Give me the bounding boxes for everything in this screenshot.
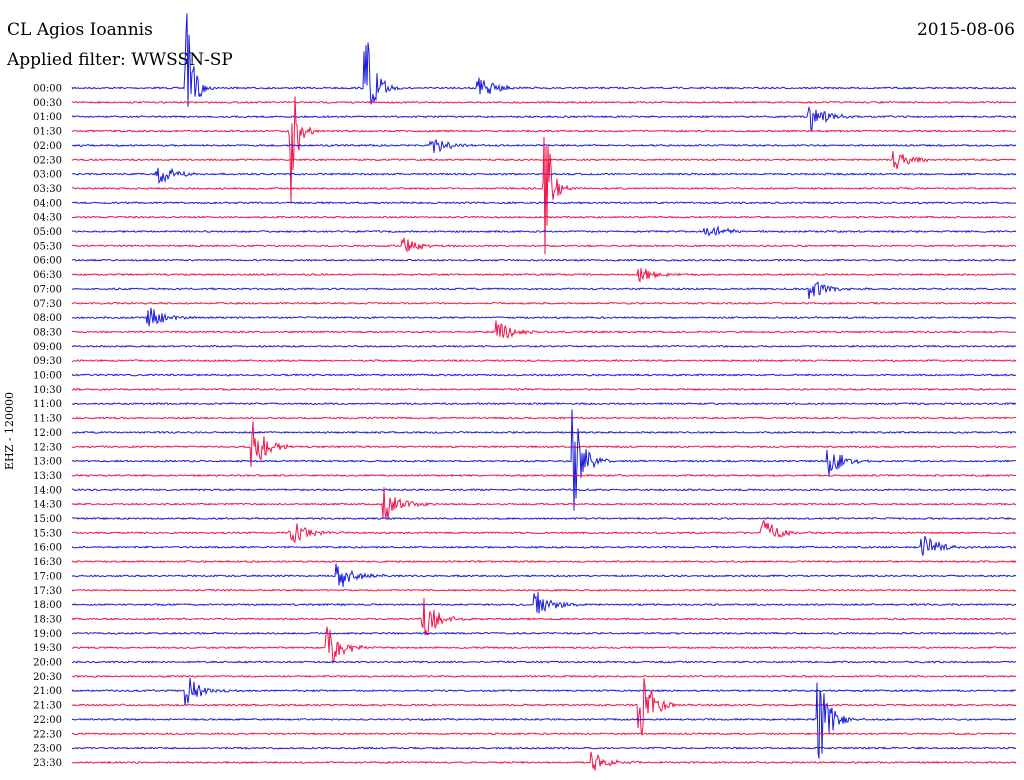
row-time-label: 03:30	[33, 184, 62, 195]
station-title: CL Agios Ioannis	[7, 20, 153, 40]
trace-line	[71, 516, 1017, 521]
row-time-label: 06:30	[33, 270, 62, 281]
row-time-label: 09:00	[33, 342, 62, 353]
trace-line	[72, 320, 1017, 339]
trace-line	[71, 105, 1017, 132]
row-time-label: 11:00	[33, 399, 62, 410]
trace-line	[71, 373, 1017, 377]
trace-line	[71, 682, 1017, 759]
trace-line	[71, 746, 1017, 750]
trace-line	[71, 732, 1017, 736]
row-time-label: 18:30	[33, 614, 62, 625]
row-time-label: 23:00	[33, 744, 62, 755]
row-time-label: 02:00	[33, 141, 62, 152]
trace-line	[71, 267, 1017, 283]
trace-line	[71, 588, 1017, 592]
row-time-label: 10:00	[33, 371, 62, 382]
row-time-label: 07:30	[33, 299, 62, 310]
row-time-label: 17:00	[33, 571, 62, 582]
trace-line	[71, 473, 1017, 478]
row-time-label: 06:00	[33, 256, 62, 267]
trace-line	[71, 237, 1017, 253]
trace-line	[71, 751, 1017, 771]
row-time-label: 04:30	[33, 213, 62, 224]
trace-line	[71, 626, 1017, 664]
row-time-label: 12:30	[33, 442, 62, 453]
row-time-label: 19:30	[33, 643, 62, 654]
row-time-label: 09:30	[33, 356, 62, 367]
row-time-label: 20:00	[33, 658, 62, 669]
trace-line	[71, 631, 1017, 635]
date-label: 2015-08-06	[916, 20, 1015, 40]
row-time-label: 22:30	[33, 729, 62, 740]
trace-line	[71, 488, 1017, 492]
row-time-label: 01:00	[33, 112, 62, 123]
row-time-label: 12:00	[33, 428, 62, 439]
trace-line	[71, 215, 1017, 219]
row-time-label: 17:30	[33, 586, 62, 597]
trace-line	[71, 674, 1017, 678]
trace-line	[71, 677, 1017, 736]
trace-line	[71, 225, 1017, 237]
trace-line	[71, 307, 1017, 327]
row-time-label: 11:30	[33, 414, 62, 425]
row-time-label: 04:00	[33, 198, 62, 209]
trace-line	[71, 487, 1016, 520]
row-time-label: 16:00	[33, 543, 62, 554]
row-time-label: 22:00	[33, 715, 62, 726]
trace-line	[71, 430, 1017, 435]
trace-line	[71, 280, 1017, 300]
trace-line	[71, 301, 1017, 305]
trace-line	[71, 409, 1017, 511]
trace-line	[71, 100, 1017, 104]
row-time-label: 15:30	[33, 528, 62, 539]
trace-line	[71, 416, 1017, 420]
row-time-label: 13:00	[33, 457, 62, 468]
row-time-label: 18:00	[33, 600, 62, 611]
row-time-label: 15:00	[33, 514, 62, 525]
trace-line	[71, 519, 1016, 543]
row-time-label: 00:30	[33, 98, 62, 109]
trace-line	[71, 660, 1017, 664]
row-time-label: 13:30	[33, 471, 62, 482]
trace-line	[71, 13, 1017, 107]
row-time-label: 01:30	[33, 127, 62, 138]
row-time-label: 21:30	[33, 701, 62, 712]
trace-line	[71, 258, 1017, 262]
trace-line	[71, 563, 1017, 588]
filter-label: Applied filter: WWSSN-SP	[7, 50, 233, 70]
trace-line	[71, 592, 1017, 614]
row-time-label: 00:00	[33, 84, 62, 95]
row-time-label: 07:00	[33, 284, 62, 295]
trace-line	[71, 597, 1017, 636]
row-time-label: 08:30	[33, 327, 62, 338]
trace-line	[71, 677, 1017, 706]
trace-line	[71, 96, 1017, 204]
trace-line	[71, 535, 1017, 556]
row-time-label: 16:30	[33, 557, 62, 568]
row-time-label: 21:00	[33, 686, 62, 697]
row-time-label: 05:00	[33, 227, 62, 238]
row-time-label: 02:30	[33, 155, 62, 166]
trace-line	[71, 359, 1017, 363]
trace-line	[71, 401, 1017, 406]
row-time-label: 23:30	[33, 758, 62, 769]
row-time-label: 08:00	[33, 313, 62, 324]
trace-line	[71, 344, 1017, 348]
row-time-label: 03:00	[33, 170, 62, 181]
row-time-label: 05:30	[33, 241, 62, 252]
trace-line	[71, 201, 1017, 205]
row-time-label: 19:00	[33, 629, 62, 640]
row-time-label: 20:30	[33, 672, 62, 683]
trace-line	[71, 421, 1017, 467]
trace-line	[71, 136, 1017, 255]
row-time-label: 14:00	[33, 485, 62, 496]
trace-line	[71, 387, 1017, 391]
row-time-label: 10:30	[33, 385, 62, 396]
row-time-label: 14:30	[33, 500, 62, 511]
trace-line	[71, 559, 1017, 564]
